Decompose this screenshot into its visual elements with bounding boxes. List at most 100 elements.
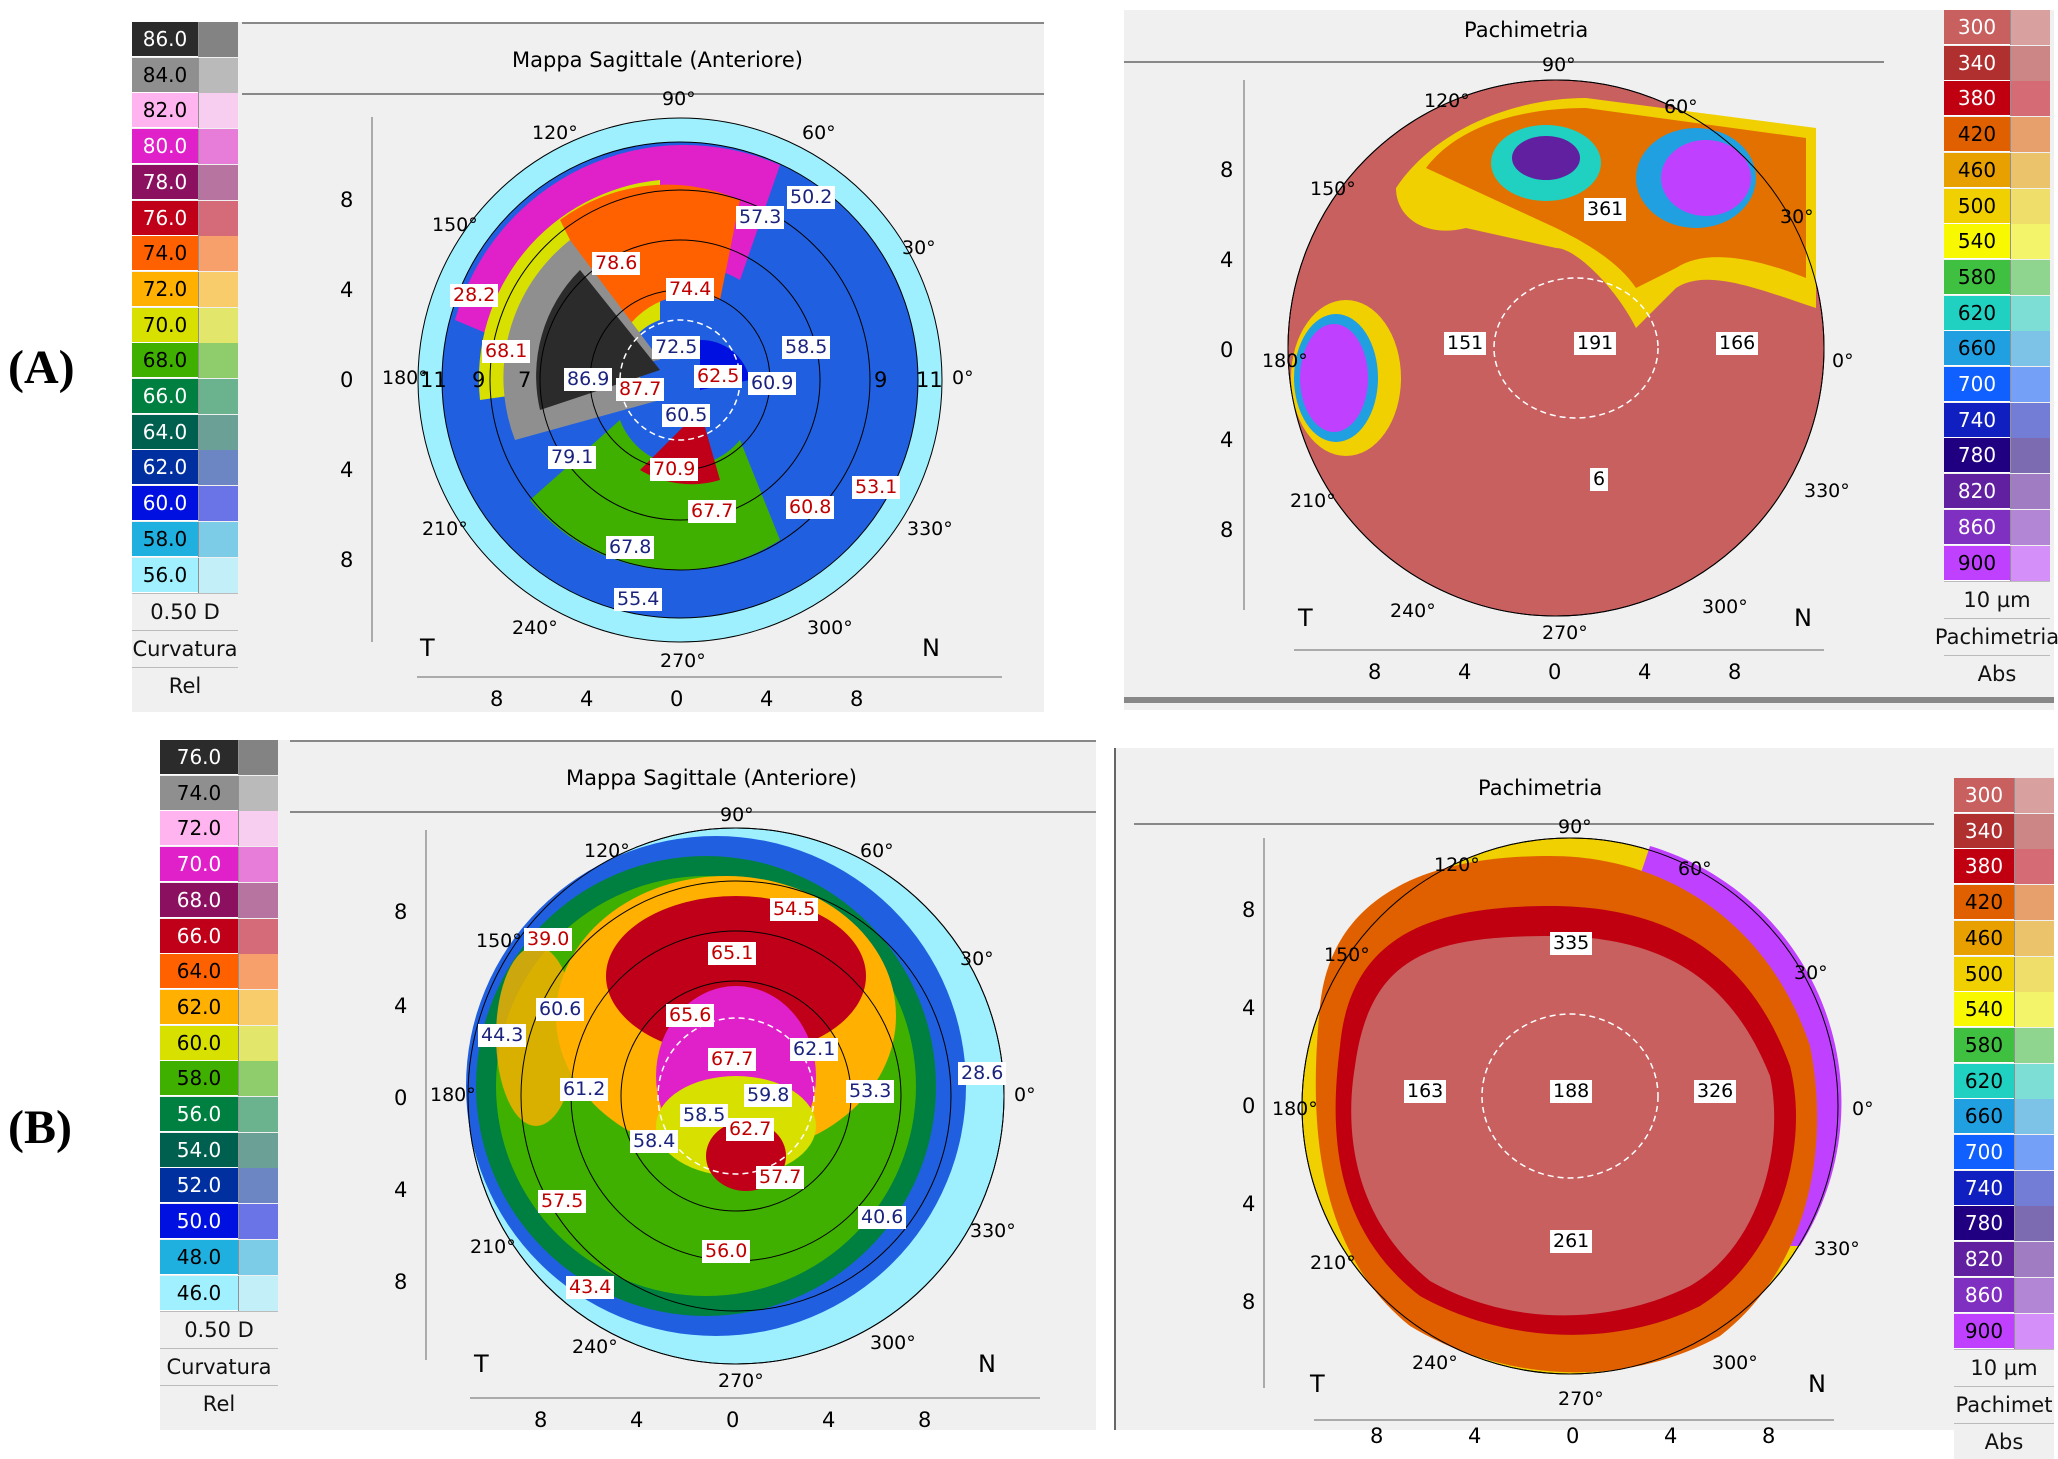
degree-label: 120° (532, 122, 578, 144)
y-tick: 4 (1242, 996, 1256, 1020)
scale-swatch: 58.0 (132, 521, 198, 557)
degree-label: 120° (1434, 854, 1480, 876)
scale-swatch: 540 (1944, 224, 2010, 260)
x-tick: 4 (1638, 660, 1652, 684)
scale-swatch: 56.0 (160, 1097, 238, 1132)
scale-swatch-ticks (238, 1168, 278, 1204)
scale-swatch-ticks (238, 1132, 278, 1168)
curvature-value: 44.3 (478, 1024, 527, 1047)
scale-swatch: 48.0 (160, 1239, 238, 1275)
curvature-value: 60.6 (536, 998, 585, 1021)
x-tick: 8 (1728, 660, 1742, 684)
scale-swatch: 70.0 (160, 847, 238, 883)
degree-label: 240° (572, 1336, 618, 1358)
scale-swatch-ticks (2014, 1277, 2054, 1313)
map-title: Mappa Sagittale (Anteriore) (566, 766, 857, 790)
ring-label: 9 (874, 368, 888, 392)
curvature-value: 60.8 (786, 496, 835, 519)
degree-label: 210° (1310, 1252, 1356, 1274)
curvature-value: 40.6 (858, 1206, 907, 1229)
curvature-value: 61.2 (560, 1078, 609, 1101)
scale-swatch-ticks (198, 450, 238, 486)
scale-swatch: 580 (1944, 259, 2010, 295)
thickness-value: 261 (1550, 1230, 1593, 1253)
scale-swatch-ticks (2014, 956, 2054, 992)
y-tick: 8 (340, 548, 354, 572)
temporal-label: T (1310, 1370, 1325, 1398)
scale-swatch-ticks (2010, 81, 2050, 117)
scale-swatch-ticks (238, 954, 278, 990)
y-tick: 4 (394, 994, 408, 1018)
scale-swatch: 780 (1944, 438, 2010, 474)
degree-label: 240° (1412, 1352, 1458, 1374)
curvature-value: 54.5 (770, 898, 819, 921)
degree-label: 60° (802, 122, 836, 144)
pachymetry-map-graphic (1114, 748, 1934, 1430)
curvature-value: 55.4 (614, 588, 663, 611)
curvature-value: 60.9 (748, 372, 797, 395)
y-tick: 0 (1242, 1094, 1256, 1118)
scale-swatch-ticks (2010, 45, 2050, 81)
scale-swatch-ticks (2014, 1063, 2054, 1099)
x-tick: 8 (850, 687, 864, 711)
degree-label: 0° (1832, 350, 1854, 372)
thickness-value: 326 (1694, 1080, 1737, 1103)
scale-swatch-ticks (2010, 367, 2050, 402)
scale-type: Abs (1954, 1423, 2054, 1459)
degree-label: 330° (970, 1220, 1016, 1242)
degree-label: 30° (1794, 962, 1828, 984)
curvature-value: 65.1 (708, 942, 757, 965)
y-tick: 8 (1242, 1290, 1256, 1314)
scale-swatch-ticks (2010, 474, 2050, 510)
scale-swatch-ticks (238, 882, 278, 918)
scale-swatch: 70.0 (132, 307, 198, 343)
x-tick: 4 (630, 1408, 644, 1432)
scale-swatch: 50.0 (160, 1204, 238, 1240)
curvature-value: 62.1 (790, 1038, 839, 1061)
scale-swatch-ticks (2014, 885, 2054, 921)
curvature-value: 79.1 (548, 446, 597, 469)
scale-swatch-ticks (2010, 438, 2050, 474)
scale-swatch: 62.0 (160, 989, 238, 1025)
degree-label: 300° (1712, 1352, 1758, 1374)
scale-swatch-ticks (2010, 509, 2050, 545)
curvature-value: 62.7 (726, 1118, 775, 1141)
curvature-value: 57.3 (736, 206, 785, 229)
y-tick: 8 (1220, 158, 1234, 182)
scale-swatch: 420 (1954, 885, 2014, 921)
degree-label: 120° (1424, 90, 1470, 112)
degree-label: 180° (1272, 1098, 1318, 1120)
curvature-value: 60.5 (662, 404, 711, 427)
scale-swatch-ticks (2014, 1099, 2054, 1135)
temporal-label: T (1298, 604, 1313, 632)
y-tick: 4 (1220, 248, 1234, 272)
panel-a-sagittal-map: 86.0 84.0 82.0 80.0 78.0 76.0 74.0 72.0 70.0 68.0… (132, 22, 1044, 712)
nasal-label: N (1808, 1370, 1826, 1398)
y-tick: 0 (340, 368, 354, 392)
scale-swatch-ticks (198, 93, 238, 129)
y-tick: 4 (1242, 1192, 1256, 1216)
scale-swatch-ticks (238, 1025, 278, 1061)
scale-swatch: 380 (1954, 849, 2014, 885)
scale-mode: Pachimetria (1935, 618, 2058, 655)
scale-step: 0.50 D (160, 1311, 278, 1348)
scale-swatch-ticks (2014, 1135, 2054, 1170)
scale-swatch: 86.0 (132, 22, 198, 57)
scale-swatch: 66.0 (132, 379, 198, 414)
scale-swatch-ticks (2014, 920, 2054, 956)
degree-label: 240° (512, 617, 558, 639)
scale-swatch: 80.0 (132, 129, 198, 165)
scale-swatch: 900 (1954, 1313, 2014, 1349)
scale-type: Rel (160, 1385, 278, 1422)
scale-swatch: 820 (1954, 1242, 2014, 1278)
panel-b-sagittal-map: 76.0 74.0 72.0 70.0 68.0 66.0 64.0 62.0 60.0 58.0… (160, 740, 1096, 1432)
curvature-value: 43.4 (566, 1276, 615, 1299)
x-tick: 0 (726, 1408, 740, 1432)
degree-label: 240° (1390, 600, 1436, 622)
thickness-value: 6 (1590, 468, 1609, 491)
scale-swatch-ticks (2010, 331, 2050, 367)
panel-b-pachymetry-map: Pachimetria 300 340 380 420 460 500 540 580 620 6… (1114, 748, 2054, 1459)
degree-label: 90° (1542, 54, 1576, 76)
scale-swatch: 860 (1944, 509, 2010, 545)
x-tick: 8 (1368, 660, 1382, 684)
